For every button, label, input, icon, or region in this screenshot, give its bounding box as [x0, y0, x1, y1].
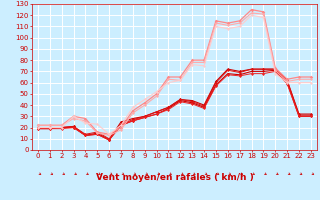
- X-axis label: Vent moyen/en rafales ( km/h ): Vent moyen/en rafales ( km/h ): [96, 173, 253, 182]
